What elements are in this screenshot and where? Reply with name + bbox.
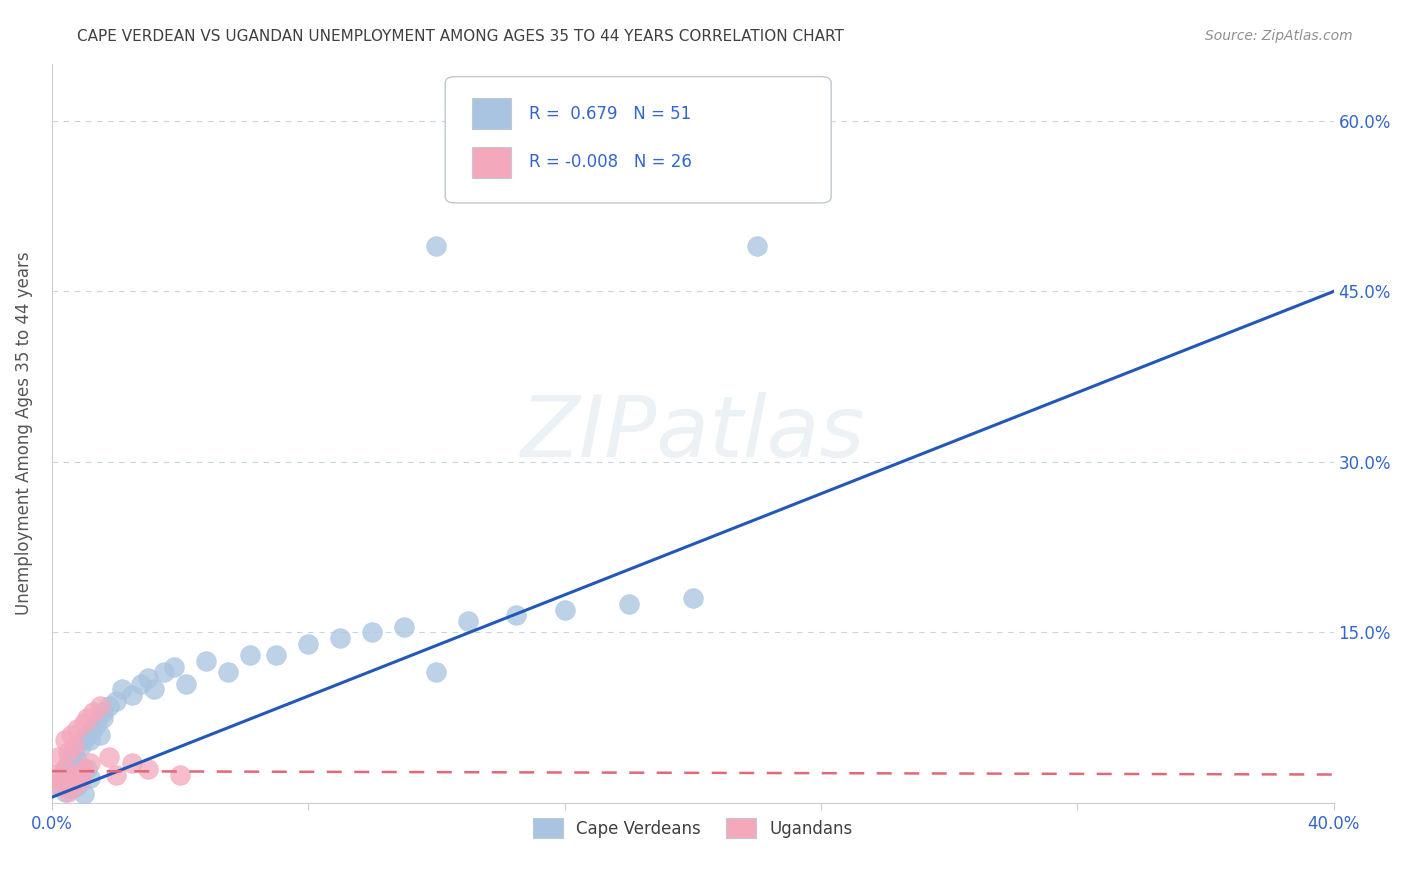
Point bbox=[63, 773, 86, 788]
Point bbox=[44, 767, 66, 781]
Point bbox=[86, 716, 108, 731]
Point bbox=[76, 728, 98, 742]
Point bbox=[46, 779, 69, 793]
Point bbox=[682, 591, 704, 606]
Point bbox=[69, 739, 91, 753]
Point bbox=[69, 773, 91, 788]
Point bbox=[63, 745, 86, 759]
Point bbox=[53, 784, 76, 798]
Point bbox=[66, 722, 89, 736]
Point bbox=[56, 756, 79, 771]
Point bbox=[136, 762, 159, 776]
Point bbox=[73, 716, 96, 731]
Point bbox=[59, 728, 82, 742]
Point bbox=[617, 597, 640, 611]
Point bbox=[73, 762, 96, 776]
Point bbox=[121, 756, 143, 771]
Point bbox=[217, 665, 239, 680]
Point bbox=[89, 728, 111, 742]
Point bbox=[553, 603, 575, 617]
Point bbox=[66, 753, 89, 767]
Point bbox=[59, 750, 82, 764]
Point bbox=[46, 750, 69, 764]
Point bbox=[98, 699, 121, 714]
Point bbox=[51, 767, 73, 781]
Point bbox=[329, 631, 352, 645]
Point bbox=[745, 239, 768, 253]
Point bbox=[53, 733, 76, 747]
Point bbox=[297, 637, 319, 651]
Y-axis label: Unemployment Among Ages 35 to 44 years: Unemployment Among Ages 35 to 44 years bbox=[15, 252, 32, 615]
Point bbox=[59, 773, 82, 788]
FancyBboxPatch shape bbox=[472, 147, 510, 178]
Point bbox=[153, 665, 176, 680]
Point bbox=[91, 705, 114, 719]
Point bbox=[361, 625, 384, 640]
Point bbox=[98, 750, 121, 764]
Point bbox=[194, 654, 217, 668]
Point bbox=[66, 779, 89, 793]
Point bbox=[53, 762, 76, 776]
Point bbox=[73, 787, 96, 801]
Point bbox=[56, 745, 79, 759]
Point bbox=[79, 733, 101, 747]
Point bbox=[104, 693, 127, 707]
Point bbox=[394, 620, 416, 634]
Point bbox=[104, 767, 127, 781]
Point bbox=[59, 782, 82, 797]
Point bbox=[111, 682, 134, 697]
Point bbox=[131, 676, 153, 690]
Point bbox=[79, 771, 101, 785]
Point bbox=[69, 767, 91, 781]
Text: CAPE VERDEAN VS UGANDAN UNEMPLOYMENT AMONG AGES 35 TO 44 YEARS CORRELATION CHART: CAPE VERDEAN VS UGANDAN UNEMPLOYMENT AMO… bbox=[77, 29, 844, 44]
Point bbox=[136, 671, 159, 685]
Point bbox=[89, 699, 111, 714]
Point bbox=[162, 659, 184, 673]
Point bbox=[91, 711, 114, 725]
Point bbox=[505, 608, 527, 623]
Point bbox=[63, 779, 86, 793]
Point bbox=[82, 722, 104, 736]
Text: Source: ZipAtlas.com: Source: ZipAtlas.com bbox=[1205, 29, 1353, 43]
Point bbox=[53, 762, 76, 776]
Point bbox=[51, 779, 73, 793]
Point bbox=[121, 688, 143, 702]
Point bbox=[425, 239, 447, 253]
Point bbox=[79, 756, 101, 771]
Point bbox=[76, 711, 98, 725]
Point bbox=[46, 773, 69, 788]
Text: R =  0.679   N = 51: R = 0.679 N = 51 bbox=[529, 104, 690, 122]
Point bbox=[56, 784, 79, 798]
FancyBboxPatch shape bbox=[472, 98, 510, 129]
Point bbox=[76, 762, 98, 776]
Text: R = -0.008   N = 26: R = -0.008 N = 26 bbox=[529, 153, 692, 171]
Point bbox=[143, 682, 166, 697]
Point bbox=[82, 705, 104, 719]
Point bbox=[73, 733, 96, 747]
Point bbox=[169, 767, 191, 781]
Point bbox=[176, 676, 198, 690]
Point bbox=[239, 648, 262, 662]
Point bbox=[56, 775, 79, 789]
FancyBboxPatch shape bbox=[446, 77, 831, 203]
Point bbox=[425, 665, 447, 680]
Point bbox=[264, 648, 287, 662]
Text: ZIPatlas: ZIPatlas bbox=[520, 392, 865, 475]
Point bbox=[66, 767, 89, 781]
Point bbox=[63, 739, 86, 753]
Point bbox=[457, 614, 479, 628]
Legend: Cape Verdeans, Ugandans: Cape Verdeans, Ugandans bbox=[526, 811, 859, 845]
